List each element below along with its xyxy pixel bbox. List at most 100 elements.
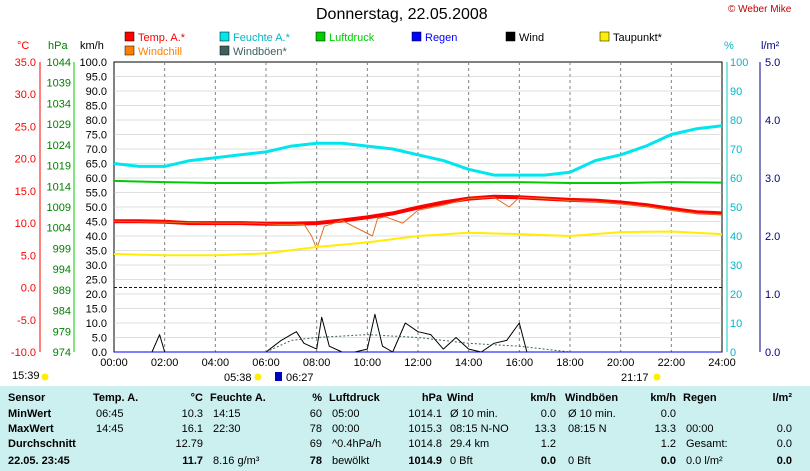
cell-value: 16.1 xyxy=(181,423,203,435)
cell-label: 0.0 l/m² xyxy=(686,455,723,467)
wind-tick-label: 15.0 xyxy=(86,304,107,316)
row-label: MaxWert xyxy=(8,423,54,435)
pressure-tick-label: 989 xyxy=(53,285,71,297)
legend-swatch xyxy=(315,31,326,42)
cell-value: 0.0 xyxy=(540,455,556,467)
cell-label: Gesamt: xyxy=(686,438,728,450)
legend-label: Windböen* xyxy=(233,46,288,58)
cell-value: 13.3 xyxy=(654,423,676,435)
temp-tick-label: 20.0 xyxy=(15,154,36,166)
cell-value: 1014.9 xyxy=(408,455,442,467)
cell-label: 0 Bft xyxy=(568,455,591,467)
series-line xyxy=(114,334,571,353)
wind-tick-label: 10.0 xyxy=(86,318,107,330)
temp-tick-label: 5.0 xyxy=(21,250,36,262)
cell-value: 0.0 xyxy=(776,423,792,435)
legend-label: Taupunkt* xyxy=(613,32,663,44)
moon-label: 06:27 xyxy=(286,372,314,384)
cell-value: 60 xyxy=(309,408,322,420)
pressure-tick-label: 999 xyxy=(53,243,71,255)
weather-chart: 00:00 02:00 04:00 06:00 08:00 10:00 12:00 14:00… xyxy=(11,31,780,381)
cell-label: Ø 10 min. xyxy=(568,408,616,420)
humidity-tick-label: 70 xyxy=(730,144,742,156)
cell-value: 0.0 xyxy=(660,408,676,420)
rain-tick-label: 4.0 xyxy=(765,115,780,127)
humidity-tick-label: 90 xyxy=(730,86,742,98)
legend-label: Feuchte A.* xyxy=(233,32,291,44)
row-label: Durchschnitt xyxy=(8,438,76,450)
table-header: Feuchte A. xyxy=(210,392,266,404)
sunset-icon xyxy=(653,373,661,381)
pressure-tick-label: 974 xyxy=(53,347,71,359)
pressure-tick-label: 1014 xyxy=(47,181,71,193)
chart-title: Donnerstag, 22.05.2008 xyxy=(316,6,488,23)
cell-label: Ø 10 min. xyxy=(450,408,498,420)
temp-tick-label: 25.0 xyxy=(15,121,36,133)
cell-label: ^0.4hPa/h xyxy=(332,438,382,450)
legend-swatch xyxy=(505,31,516,42)
pressure-tick-label: 1034 xyxy=(47,98,71,110)
cell-value: 0.0 xyxy=(660,455,676,467)
x-tick-label: 16:00 xyxy=(506,357,534,369)
series-line xyxy=(113,230,723,257)
humidity-tick-label: 50 xyxy=(730,202,742,214)
legend-swatch xyxy=(219,31,230,42)
series-line xyxy=(113,196,723,250)
cell-value: 69 xyxy=(309,438,322,450)
wind-tick-label: 40.0 xyxy=(86,231,107,243)
temp-tick-label: 0.0 xyxy=(21,283,36,295)
x-tick-label: 02:00 xyxy=(151,357,179,369)
time-left-label: 15:39 xyxy=(12,370,40,382)
temp-unit-label: °C xyxy=(17,40,30,52)
wind-tick-label: 45.0 xyxy=(86,217,107,229)
table-header: Regen xyxy=(683,392,717,404)
cell-label: bewölkt xyxy=(332,455,370,467)
x-tick-label: 22:00 xyxy=(658,357,686,369)
legend-label: Wind xyxy=(519,32,544,44)
wind-tick-label: 60.0 xyxy=(86,173,107,185)
cell-label: 8.16 g/m³ xyxy=(213,455,260,467)
legend-label: Regen xyxy=(425,32,457,44)
rain-tick-label: 1.0 xyxy=(765,289,780,301)
table-header: Wind xyxy=(447,392,474,404)
pressure-tick-label: 1004 xyxy=(47,223,71,235)
cell-value: 1014.1 xyxy=(408,408,442,420)
x-tick-label: 12:00 xyxy=(404,357,432,369)
rain-tick-label: 5.0 xyxy=(765,57,780,69)
cell-label: 22:30 xyxy=(213,423,241,435)
humidity-tick-label: 40 xyxy=(730,231,742,243)
wind-unit-label: km/h xyxy=(80,40,104,52)
wind-tick-label: 80.0 xyxy=(86,115,107,127)
humidity-unit-label: % xyxy=(724,40,734,52)
humidity-tick-label: 0 xyxy=(730,347,736,359)
pressure-tick-label: 1024 xyxy=(47,140,71,152)
temp-tick-label: 10.0 xyxy=(15,218,36,230)
row-label: 22.05. 23:45 xyxy=(8,455,70,467)
moon-icon xyxy=(275,372,282,381)
wind-tick-label: 35.0 xyxy=(86,246,107,258)
humidity-tick-label: 20 xyxy=(730,289,742,301)
series-line xyxy=(113,124,723,177)
sunrise-icon xyxy=(254,373,262,381)
cell-value: 0.0 xyxy=(776,438,792,450)
wind-tick-label: 25.0 xyxy=(86,275,107,287)
cell-label: 00:00 xyxy=(686,423,714,435)
x-tick-label: 10:00 xyxy=(354,357,382,369)
temp-tick-label: -5.0 xyxy=(17,315,36,327)
x-tick-label: 24:00 xyxy=(708,357,736,369)
temp-tick-label: 35.0 xyxy=(15,57,36,69)
table-header-unit: °C xyxy=(190,392,203,404)
pressure-tick-label: 1044 xyxy=(47,57,71,69)
table-header-unit: km/h xyxy=(650,392,676,404)
cell-label: 29.4 km xyxy=(450,438,490,450)
wind-tick-label: 50.0 xyxy=(86,202,107,214)
wind-tick-label: 70.0 xyxy=(86,144,107,156)
cell-label: 06:45 xyxy=(96,408,124,420)
pressure-tick-label: 1009 xyxy=(47,202,71,214)
legend-label: Windchill xyxy=(138,46,182,58)
temp-tick-label: 30.0 xyxy=(15,89,36,101)
cell-value: 10.3 xyxy=(181,408,203,420)
cell-label: 08:15 N xyxy=(568,423,607,435)
table-header: Temp. A. xyxy=(93,392,139,404)
sunrise-label: 05:38 xyxy=(224,372,252,384)
